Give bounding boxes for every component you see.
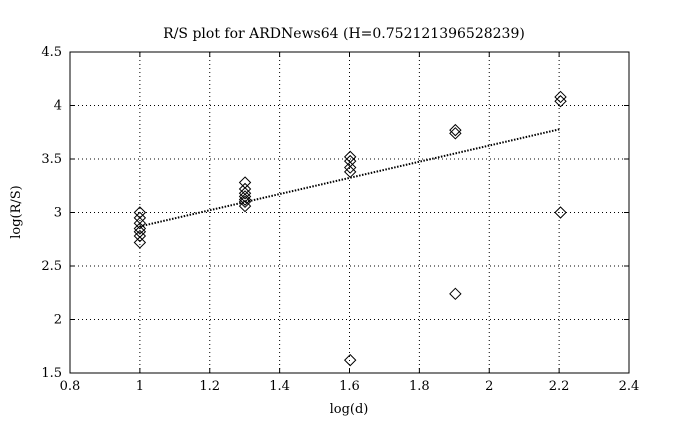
data-point-diamond <box>554 90 567 104</box>
y-tick-label: 3.5 <box>41 152 62 167</box>
data-point-diamond <box>554 95 567 108</box>
y-axis-label: log(R/S) <box>9 185 24 239</box>
data-point-diamond <box>343 165 357 179</box>
x-tick-label: 2.2 <box>549 379 570 394</box>
data-point-diamond <box>343 154 357 168</box>
x-tick-label: 1.8 <box>409 379 430 394</box>
x-tick-label: 2 <box>485 379 493 394</box>
data-point-diamond <box>449 287 462 301</box>
data-point-diamond <box>343 353 357 367</box>
data-point-diamond <box>554 206 567 219</box>
data-point-diamond <box>133 225 147 238</box>
data-point-diamond <box>449 123 462 137</box>
data-point-diamond <box>133 236 147 249</box>
data-point-diamond <box>238 193 252 206</box>
data-point-diamond <box>343 150 357 164</box>
x-axis-label: log(d) <box>330 402 369 417</box>
y-tick-label: 4.5 <box>41 45 62 60</box>
y-tick-label: 2.5 <box>41 259 62 274</box>
x-tick-label: 1 <box>136 379 144 394</box>
data-point-diamond <box>449 127 462 140</box>
y-tick-label: 4 <box>54 99 62 114</box>
y-tick-label: 3 <box>54 206 62 221</box>
data-point-diamond <box>133 222 147 235</box>
data-point-diamond <box>238 199 252 213</box>
x-tick-label: 1.4 <box>269 379 290 394</box>
data-point-diamond <box>238 187 252 200</box>
data-point-diamond <box>238 182 252 196</box>
x-tick-label: 1.2 <box>199 379 220 394</box>
data-point-diamond <box>343 161 357 174</box>
x-tick-label: 2.4 <box>619 379 640 394</box>
data-point-diamond <box>133 216 147 230</box>
chart-title: R/S plot for ARDNews64 (H=0.752121396528… <box>163 26 525 42</box>
data-point-diamond <box>238 176 252 189</box>
data-point-diamond <box>238 195 252 209</box>
x-tick-label: 0.8 <box>60 379 81 394</box>
data-point-diamond <box>238 190 252 203</box>
tick-layer: 0.8 1 1.2 1.4 1.6 1.8 2 2.2 2.4 1.5 2 2.5 3 3.5 4 4.5 <box>41 45 639 394</box>
data-point-diamond <box>133 229 147 243</box>
x-tick-label: 1.6 <box>339 379 360 394</box>
series-layer <box>133 90 567 367</box>
y-tick-label: 1.5 <box>41 366 62 381</box>
y-tick-label: 2 <box>54 313 62 328</box>
grid-layer <box>70 52 629 373</box>
